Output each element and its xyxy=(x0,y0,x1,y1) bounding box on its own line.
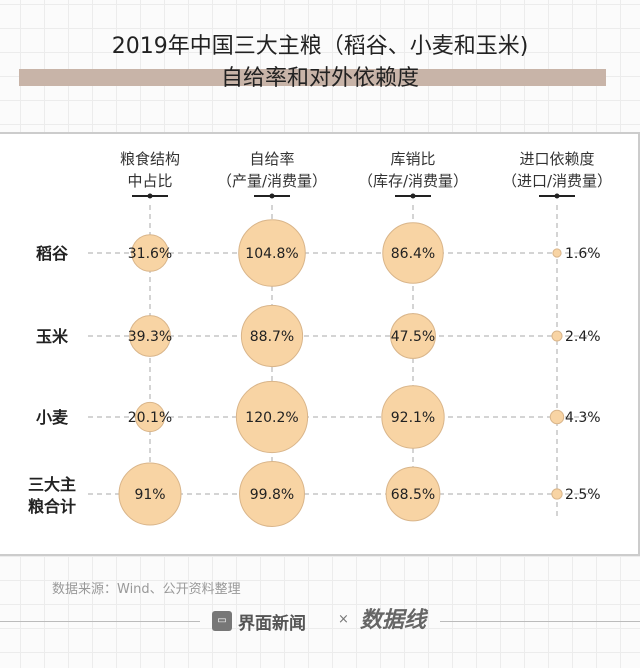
row-label: 三大主 xyxy=(28,475,76,494)
datawire-logo: 数据线 xyxy=(360,608,427,633)
column-marker-dot xyxy=(269,193,275,199)
bubble xyxy=(129,315,171,357)
bubble-label: 2.4% xyxy=(565,329,601,345)
column-header-line2: （进口/消费量） xyxy=(502,172,612,190)
title-line-2: 自给率和对外依赖度 xyxy=(220,66,419,91)
column-header-line1: 进口依赖度 xyxy=(519,150,594,168)
bubble xyxy=(382,222,444,284)
source-note: 数据来源：Wind、公开资料整理 xyxy=(52,582,241,597)
footer: ▭ 界面新闻 × 数据线 xyxy=(0,606,640,636)
bubble xyxy=(240,304,304,368)
bubble-label: 99.8% xyxy=(250,487,294,503)
bubble-label: 91% xyxy=(134,487,165,503)
bubble xyxy=(134,401,166,433)
chart-card xyxy=(0,132,640,556)
column-header-line2: （库存/消费量） xyxy=(358,172,468,190)
bubble-label: 1.6% xyxy=(565,246,601,262)
bubble-label: 31.6% xyxy=(128,246,172,262)
bubble xyxy=(552,248,562,258)
row-label: 小麦 xyxy=(36,408,69,427)
row-label: 稻谷 xyxy=(36,244,69,263)
footer-brand: 界面新闻 xyxy=(238,614,306,634)
bubble xyxy=(549,409,565,425)
bubble-label: 68.5% xyxy=(391,487,435,503)
bubble xyxy=(381,385,445,449)
bubble-label: 120.2% xyxy=(245,410,298,426)
bubble xyxy=(551,488,563,500)
bubble-label: 39.3% xyxy=(128,329,172,345)
title-band xyxy=(19,69,606,86)
bubble-label: 86.4% xyxy=(391,246,435,262)
bubble xyxy=(235,380,309,454)
bubble-label: 4.3% xyxy=(565,410,601,426)
bubble-label: 20.1% xyxy=(128,410,172,426)
bubble xyxy=(385,466,441,522)
footer-divider-right xyxy=(440,621,640,622)
bubble xyxy=(551,330,563,342)
bubble-label: 2.5% xyxy=(565,487,601,503)
row-label: 粮合计 xyxy=(28,497,76,516)
column-header-line1: 库销比 xyxy=(390,150,435,168)
column-header-line2: 中占比 xyxy=(127,172,172,190)
bubble xyxy=(118,462,182,526)
bubble xyxy=(131,234,169,272)
bubble xyxy=(390,313,436,359)
column-header-line1: 自给率 xyxy=(249,150,294,168)
footer-times: × xyxy=(338,612,349,627)
bubble xyxy=(239,461,305,527)
bubble-label: 92.1% xyxy=(391,410,435,426)
row-label: 玉米 xyxy=(36,327,69,346)
column-header-line1: 粮食结构 xyxy=(120,150,180,168)
column-header-line2: （产量/消费量） xyxy=(217,172,327,190)
column-marker-dot xyxy=(554,193,560,199)
bubble xyxy=(238,219,306,287)
bubble-label: 47.5% xyxy=(391,329,435,345)
bubble-label: 104.8% xyxy=(245,246,298,262)
jiemian-logo-icon: ▭ xyxy=(212,611,232,631)
column-marker-dot xyxy=(147,193,153,199)
footer-divider-left xyxy=(0,621,200,622)
column-marker-dot xyxy=(410,193,416,199)
bubble-label: 88.7% xyxy=(250,329,294,345)
title-line-1: 2019年中国三大主粮（稻谷、小麦和玉米) xyxy=(111,34,529,59)
